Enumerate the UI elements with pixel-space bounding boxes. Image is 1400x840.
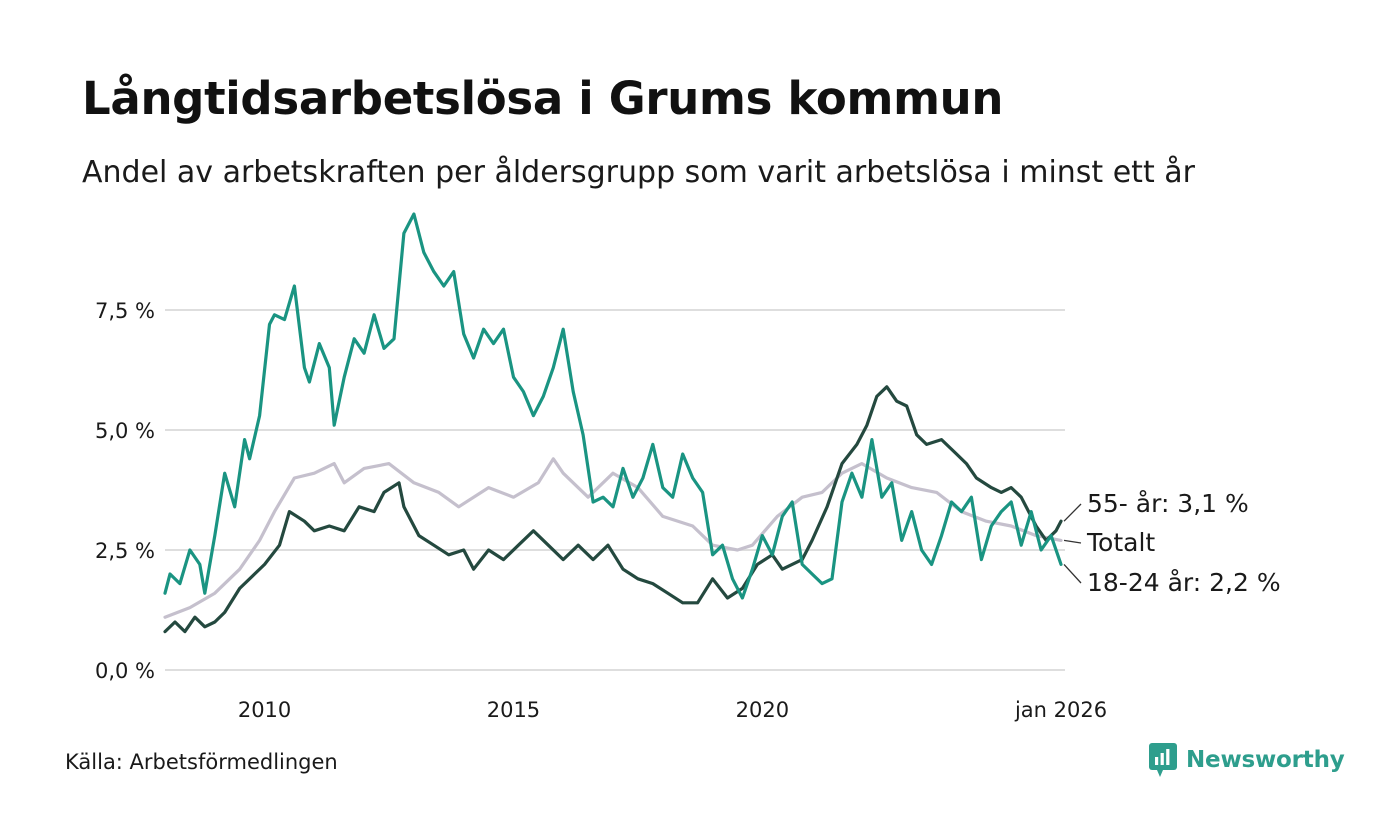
y-tick-label: 2,5 %: [95, 539, 155, 563]
y-tick-label: 7,5 %: [95, 299, 155, 323]
brand-name: Newsworthy: [1186, 747, 1345, 773]
end-label-total: Totalt: [1086, 528, 1155, 557]
chart-subtitle: Andel av arbetskraften per åldersgrupp s…: [82, 155, 1195, 190]
end-label-older: 55- år: 3,1 %: [1087, 489, 1249, 518]
y-tick-label: 0,0 %: [95, 659, 155, 683]
chart-title: Långtidsarbetslösa i Grums kommun: [82, 72, 1004, 125]
end-label-leader: [1063, 503, 1082, 522]
y-tick-label: 5,0 %: [95, 419, 155, 443]
series-lines: [163, 212, 1063, 634]
x-tick-label: 2020: [736, 698, 789, 722]
newsworthy-logo: Newsworthy: [1148, 742, 1345, 778]
end-label-youth: 18-24 år: 2,2 %: [1087, 568, 1281, 597]
x-tick-label: 2010: [238, 698, 291, 722]
end-label-leader: [1063, 563, 1082, 584]
bar-chart-icon: [1149, 743, 1177, 777]
x-axis-labels: 2010 2015 2020 jan 2026: [238, 698, 1107, 722]
end-label-leader: [1063, 539, 1082, 544]
series-line-older: [163, 385, 1063, 634]
x-tick-label: jan 2026: [1014, 698, 1107, 722]
y-axis-labels: 0,0 % 2,5 % 5,0 % 7,5 %: [95, 299, 155, 683]
source-credit: Källa: Arbetsförmedlingen: [65, 750, 338, 774]
series-line-total: [163, 457, 1063, 619]
end-labels: Totalt 55- år: 3,1 % 18-24 år: 2,2 %: [1063, 489, 1281, 597]
series-line-youth: [163, 212, 1063, 600]
x-tick-label: 2015: [487, 698, 540, 722]
